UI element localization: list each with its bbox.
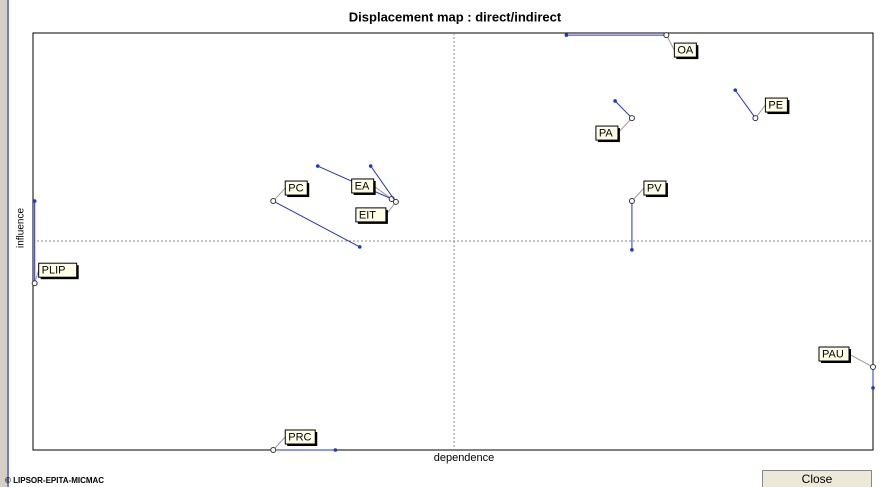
displacement-line — [273, 200, 360, 248]
label-box — [284, 180, 308, 196]
y-axis-label: influence — [16, 208, 27, 248]
copyright: © LIPSOR-EPITA-MICMAC — [5, 476, 104, 485]
label-box — [355, 207, 387, 223]
direct-point — [32, 199, 37, 203]
label-box — [284, 429, 316, 445]
point-label: PAU — [822, 348, 844, 360]
displacement-line — [614, 100, 633, 119]
direct-point — [630, 248, 634, 252]
indirect-point — [752, 115, 759, 122]
indirect-point — [270, 447, 277, 453]
point-label: EA — [355, 180, 370, 192]
label-box — [818, 346, 850, 362]
point-label: PA — [599, 127, 614, 139]
direct-point — [733, 88, 738, 92]
direct-point — [871, 386, 875, 390]
x-axis-label: dependence — [434, 452, 495, 464]
point-label: EIT — [359, 209, 376, 221]
indirect-point — [392, 198, 399, 205]
label-box — [764, 97, 788, 113]
direct-point — [357, 245, 362, 249]
label-leader — [617, 117, 633, 134]
label-box — [643, 180, 667, 196]
indirect-point — [870, 364, 876, 371]
label-leader — [848, 353, 874, 368]
indirect-point — [31, 280, 38, 287]
label-box — [595, 125, 619, 141]
direct-point — [315, 164, 320, 168]
point-label: PLIP — [42, 265, 66, 277]
direct-point — [613, 99, 617, 103]
label-box — [38, 262, 78, 278]
direct-point — [564, 33, 569, 37]
direct-point — [333, 448, 338, 452]
indirect-point — [628, 115, 635, 122]
chart-title: Displacement map : direct/indirect — [349, 9, 562, 24]
point-label: PRC — [288, 431, 311, 443]
label-leader — [373, 185, 392, 200]
close-button[interactable]: Close — [762, 470, 872, 487]
indirect-point — [663, 32, 670, 39]
displacement-line — [370, 165, 397, 203]
point-label: PE — [768, 99, 783, 111]
label-box — [673, 42, 697, 58]
indirect-point — [270, 198, 277, 205]
displacement-line — [734, 89, 756, 119]
direct-point — [368, 164, 373, 168]
label-box — [351, 178, 375, 194]
indirect-point — [628, 198, 635, 205]
point-label: PV — [647, 182, 662, 194]
point-label: PC — [288, 182, 303, 194]
left-strip — [0, 0, 9, 487]
point-label: OA — [677, 44, 694, 56]
